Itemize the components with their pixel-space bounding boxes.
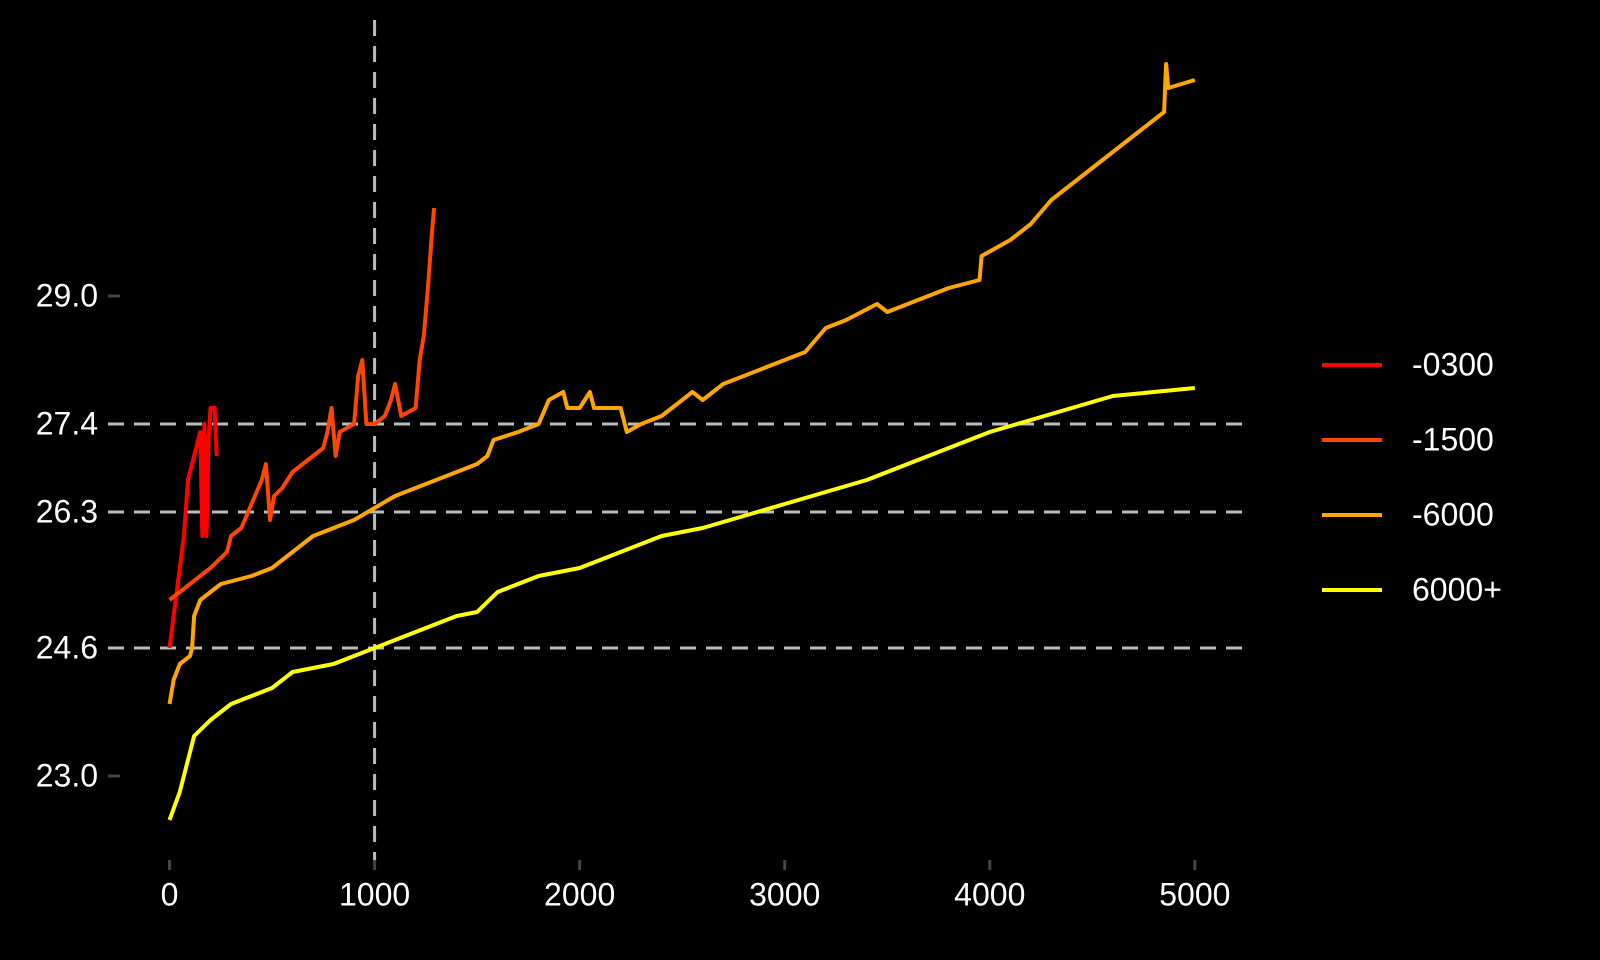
x-tick-label: 4000 xyxy=(954,876,1025,912)
legend-label: 6000+ xyxy=(1412,571,1502,607)
legend-label: -0300 xyxy=(1412,346,1494,382)
y-tick-label: 27.4 xyxy=(36,405,98,441)
x-tick-label: 2000 xyxy=(544,876,615,912)
series-line xyxy=(167,406,219,649)
x-tick-label: 0 xyxy=(161,876,179,912)
y-tick-label: 29.0 xyxy=(36,277,98,313)
y-tick-label: 26.3 xyxy=(36,493,98,529)
x-tick-label: 3000 xyxy=(749,876,820,912)
series-line xyxy=(167,386,1196,821)
legend-label: -1500 xyxy=(1412,421,1494,457)
legend-label: -6000 xyxy=(1412,496,1494,532)
series-line xyxy=(168,207,437,602)
y-tick-label: 23.0 xyxy=(36,757,98,793)
series-line xyxy=(167,62,1196,705)
x-tick-label: 1000 xyxy=(339,876,410,912)
x-tick-label: 5000 xyxy=(1159,876,1230,912)
y-tick-label: 24.6 xyxy=(36,629,98,665)
